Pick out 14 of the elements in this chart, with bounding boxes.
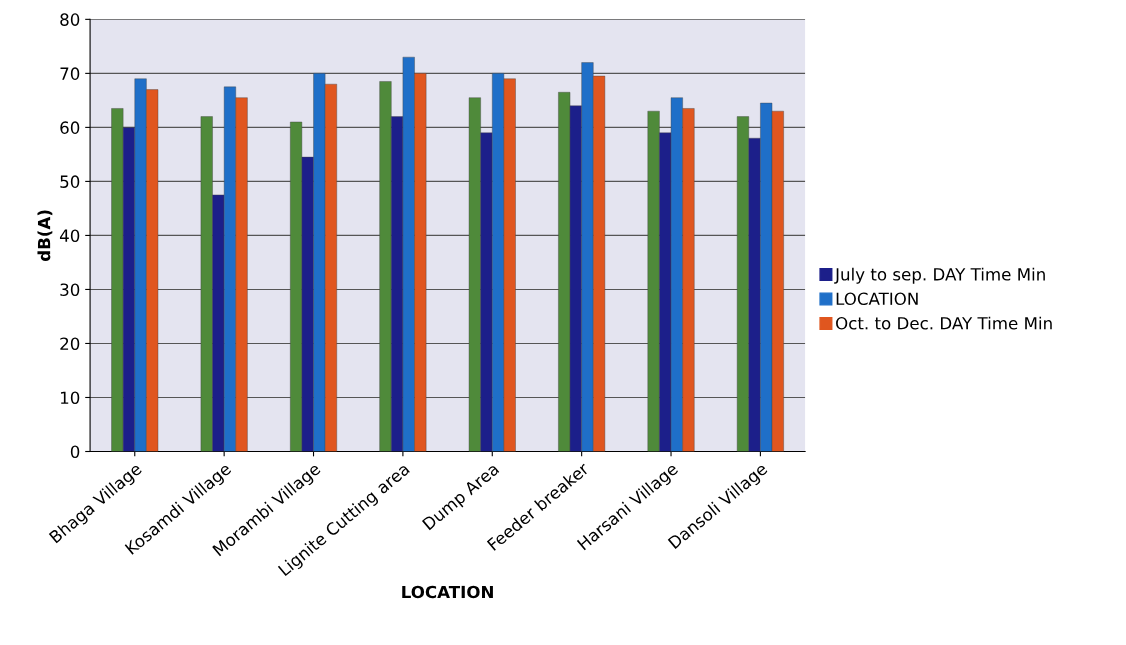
y-tick-label: 80 [60, 13, 80, 26]
y-tick-label: 10 [60, 391, 80, 405]
legend-label: LOCATION [836, 292, 918, 306]
y-tick-label: 0 [70, 445, 80, 459]
y-tick-label: 30 [60, 283, 80, 297]
x-axis-title: LOCATION [402, 585, 493, 599]
y-tick-label: 60 [60, 121, 80, 134]
legend-label: July to sep. DAY Time Min [834, 267, 1045, 284]
y-tick-label: 20 [60, 337, 80, 351]
y-tick-label: 40 [59, 229, 80, 242]
y-tick-label: 50 [60, 175, 80, 188]
y-axis-title: dB(A) [37, 210, 53, 262]
y-tick-label: 70 [60, 67, 80, 80]
legend-label: Oct. to Dec. DAY Time Min [836, 316, 1052, 330]
